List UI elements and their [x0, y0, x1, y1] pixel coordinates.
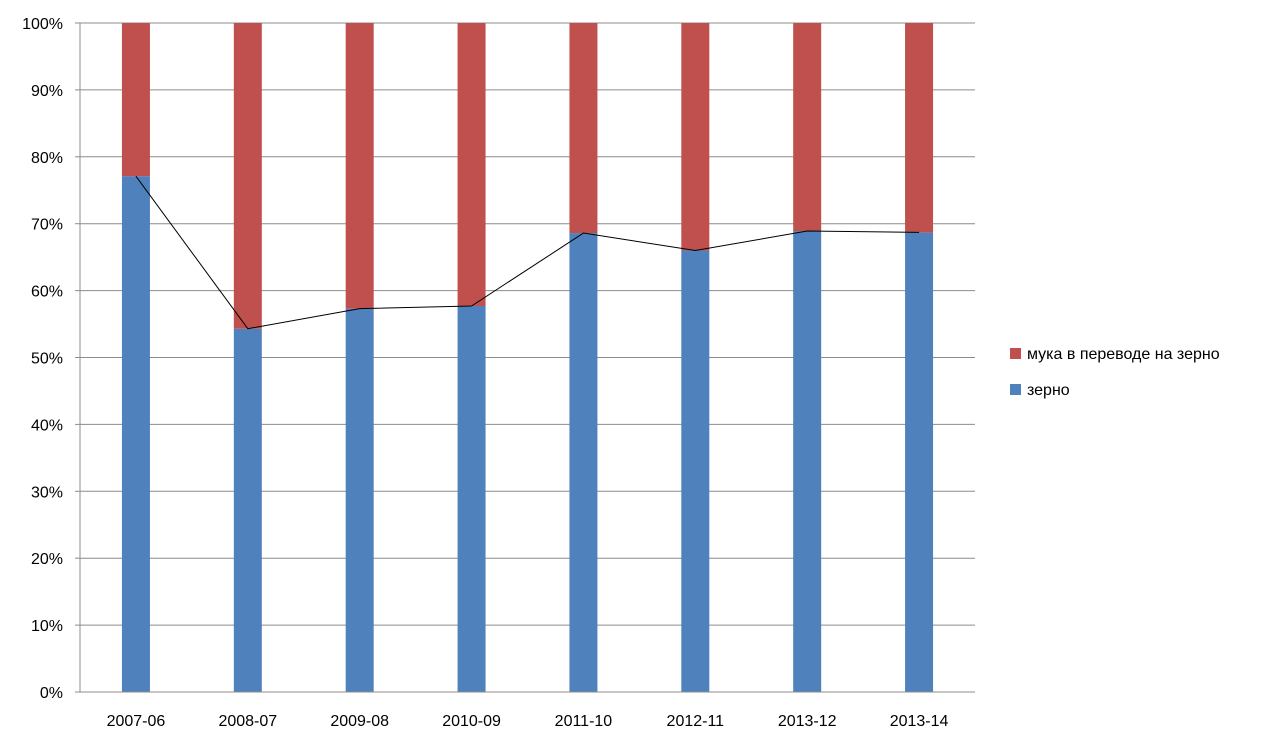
y-tick-label: 10% [31, 618, 63, 635]
legend: мука в переводе на зерно зерно [1010, 346, 1220, 399]
bar-grain-2013-12 [793, 231, 822, 692]
axes: 0% 10% 20% 30% 40% 50% 60% 70% 80% 90% 100% 2007-06… [22, 16, 975, 730]
y-tick-label: 40% [31, 417, 63, 434]
legend-label: зерно [1027, 382, 1070, 399]
y-tick-label: 100% [22, 16, 63, 33]
bar-grain-2012-11 [681, 250, 710, 692]
x-tick-label: 2011-10 [555, 713, 613, 730]
y-tick-label: 80% [31, 150, 63, 167]
x-tick-label: 2012-11 [667, 713, 725, 730]
grain-share-line [135, 175, 920, 330]
y-tick-label: 50% [31, 351, 63, 368]
bar-flour-2007-06 [121, 23, 150, 177]
bar-grain-2011-10 [569, 233, 598, 693]
bar-flour-2013-12 [793, 23, 822, 232]
legend-swatch [1010, 384, 1021, 395]
bar-flour-2008-07 [233, 23, 262, 329]
bar-grain-2013-14 [905, 232, 934, 692]
y-tick-label: 20% [31, 551, 63, 568]
x-tick-label: 2010-09 [442, 713, 501, 730]
bar-flour-2009-08 [345, 23, 374, 309]
bar-flour-2011-10 [569, 23, 598, 234]
gridlines [80, 22, 975, 626]
y-tick-label: 60% [31, 284, 63, 301]
bar-grain-2010-09 [457, 305, 486, 692]
overlay-line [135, 175, 920, 330]
bar-grain-2008-07 [233, 328, 262, 692]
bar-flour-2013-14 [905, 23, 934, 233]
y-tick-label: 30% [31, 484, 63, 501]
bars [121, 23, 934, 693]
x-tick-label: 2013-12 [778, 713, 837, 730]
legend-label: мука в переводе на зерно [1027, 346, 1220, 363]
bar-grain-2007-06 [121, 176, 150, 693]
x-tick-label: 2008-07 [218, 713, 277, 730]
x-tick-label: 2007-06 [107, 713, 166, 730]
y-tick-label: 0% [40, 685, 63, 702]
bar-flour-2012-11 [681, 23, 710, 251]
legend-swatch [1010, 348, 1021, 359]
x-tick-label: 2009-08 [330, 713, 389, 730]
y-tick-label: 90% [31, 83, 63, 100]
y-tick-label: 70% [31, 217, 63, 234]
bar-flour-2010-09 [457, 23, 486, 306]
x-tick-label: 2013-14 [890, 713, 949, 730]
bar-grain-2009-08 [345, 308, 374, 692]
